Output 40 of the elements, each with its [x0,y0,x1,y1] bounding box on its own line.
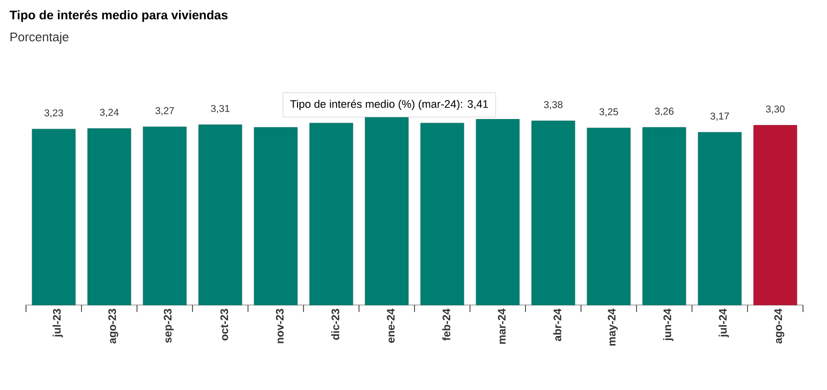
bar [753,125,798,306]
x-tick-label: jul-23 [52,308,63,338]
annotation: Tipo de interés medio (%) (mar-24): 3,41 [290,100,488,110]
data-label: 3,30 [766,106,785,114]
x-tick-label: ene-24 [386,308,395,343]
x-tick-label: nov-23 [276,308,284,344]
x-tick-label: jul-24 [718,308,729,338]
chart-title: Tipo de interés medio para viviendas [10,10,228,22]
x-tick-label: ago-24 [774,308,784,344]
x-tick-label: ago-23 [108,308,118,344]
x-tick-label: mar-24 [498,308,506,344]
bar [142,126,187,306]
x-tick-label: sep-23 [164,308,174,343]
bar [586,128,631,306]
x-tick-label: dic-23 [331,308,340,340]
bar [642,127,686,306]
chart-subtitle: Porcentaje [10,32,69,44]
bar [254,127,298,306]
x-tick-label: feb-24 [442,308,450,341]
data-label: 3,23 [44,109,64,118]
x-tick-label: abr-24 [553,308,562,342]
bar [476,119,520,306]
bar [420,122,464,306]
bar [87,128,132,306]
data-label: 3,31 [210,104,230,114]
bar [531,120,576,306]
data-label: 3,27 [155,107,174,116]
bar [364,116,409,306]
x-tick-label: may-24 [608,308,618,346]
x-tick-label: jun-24 [663,308,674,341]
bar [309,122,354,306]
data-label: 3,26 [654,108,674,116]
data-label: 3,24 [100,108,119,118]
data-label: 3,25 [599,108,618,116]
bar [32,128,76,306]
bar [198,124,242,306]
data-label: 3,17 [710,112,729,121]
x-tick-label: oct-23 [220,308,228,340]
data-label: 3,38 [544,101,563,110]
bar [698,132,742,306]
